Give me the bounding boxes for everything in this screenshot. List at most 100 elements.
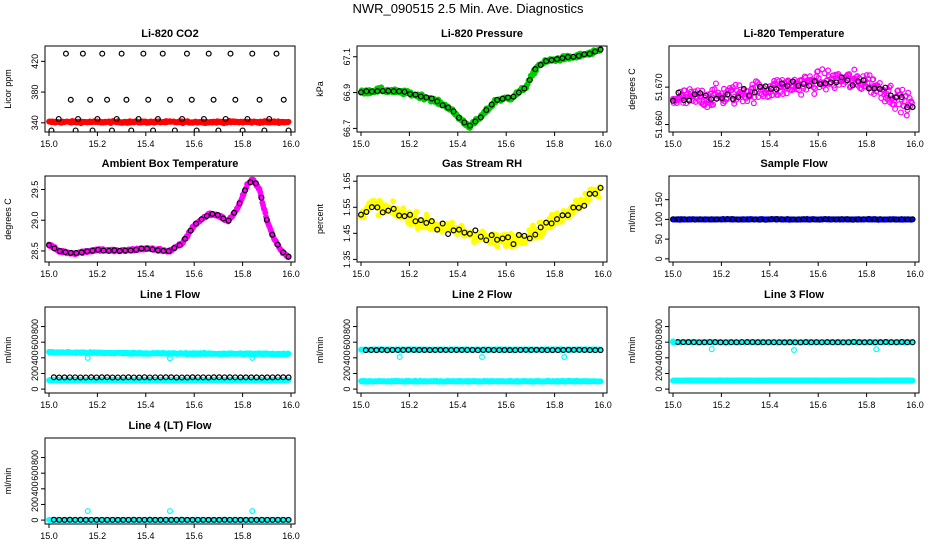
- data-point: [893, 216, 900, 223]
- data-point: [396, 354, 403, 361]
- figure-title: NWR_090515 2.5 Min. Ave. Diagnostics: [352, 1, 584, 16]
- plot-frame: [44, 437, 296, 525]
- chart-panel: Gas Stream RHpercent1.351.451.551.6515.0…: [315, 158, 612, 279]
- data-point: [385, 87, 392, 94]
- data-point: [505, 94, 512, 101]
- y-tick-label: 600: [342, 335, 352, 350]
- x-tick-label: 15.2: [401, 139, 419, 149]
- x-tick-label: 15.6: [185, 139, 203, 149]
- data-point: [806, 216, 813, 223]
- data-point: [472, 118, 479, 125]
- plot-area: [358, 346, 604, 385]
- data-point: [724, 216, 731, 223]
- data-point: [423, 219, 430, 226]
- data-point: [905, 89, 912, 96]
- y-tick-label: 66.9: [342, 84, 352, 102]
- data-point: [133, 246, 140, 253]
- y-tick-label: 600: [30, 335, 40, 350]
- data-point: [715, 89, 722, 96]
- data-point: [413, 208, 420, 215]
- x-tick-label: 15.2: [401, 269, 419, 279]
- x-tick-label: 15.4: [449, 269, 467, 279]
- data-point: [897, 109, 904, 116]
- data-point: [407, 211, 414, 218]
- x-tick-label: 15.8: [858, 400, 876, 410]
- data-point: [449, 219, 455, 226]
- data-point: [559, 55, 566, 62]
- data-point: [379, 209, 386, 216]
- y-tick-label: 380: [30, 85, 40, 100]
- data-point: [154, 247, 161, 254]
- data-point: [740, 216, 747, 223]
- data-point: [898, 96, 905, 103]
- data-point: [62, 249, 69, 256]
- data-point: [860, 83, 867, 90]
- x-tick-label: 15.2: [713, 400, 731, 410]
- data-point: [99, 50, 106, 57]
- data-point: [680, 216, 687, 223]
- data-point: [135, 115, 142, 122]
- data-point: [396, 212, 403, 219]
- data-point: [790, 347, 797, 354]
- data-point: [104, 96, 111, 103]
- data-point: [149, 246, 156, 253]
- data-point: [746, 216, 753, 223]
- data-point: [768, 216, 775, 223]
- y-tick-label: 1.55: [342, 199, 352, 217]
- data-point: [374, 88, 381, 95]
- x-tick-label: 15.2: [89, 400, 107, 410]
- x-tick-label: 15.0: [352, 139, 370, 149]
- data-point: [79, 50, 86, 57]
- plot-area: [46, 348, 292, 384]
- data-point: [898, 216, 905, 223]
- data-point: [417, 217, 424, 224]
- data-point: [708, 96, 715, 103]
- chart-title: Line 2 Flow: [452, 289, 512, 301]
- data-point: [165, 248, 172, 255]
- data-point: [882, 84, 889, 91]
- data-point: [494, 236, 501, 243]
- data-point: [795, 82, 802, 89]
- chart-title: Li-820 Temperature: [744, 28, 845, 40]
- data-point: [789, 216, 796, 223]
- y-tick-label: 200: [342, 366, 352, 381]
- data-point: [203, 212, 210, 219]
- x-tick-label: 15.2: [89, 139, 107, 149]
- chart-title: Li-820 Pressure: [441, 28, 523, 40]
- data-point: [724, 91, 731, 98]
- y-tick-label: 800: [654, 319, 664, 334]
- x-tick-label: 15.4: [137, 269, 155, 279]
- data-point: [84, 508, 91, 515]
- data-point: [118, 50, 125, 57]
- data-point: [75, 115, 82, 122]
- data-point: [445, 104, 452, 111]
- y-tick-label: 420: [30, 54, 40, 69]
- plot-area: [358, 184, 604, 250]
- data-point: [548, 57, 555, 64]
- plot-area: [669, 215, 916, 223]
- data-point: [899, 86, 906, 93]
- data-point: [94, 115, 101, 122]
- data-point: [111, 247, 118, 254]
- data-point: [806, 73, 813, 80]
- data-point: [122, 247, 129, 254]
- x-tick-label: 15.4: [137, 139, 155, 149]
- data-point: [803, 86, 810, 93]
- data-point: [51, 245, 58, 252]
- data-point: [833, 216, 840, 223]
- data-point: [827, 79, 834, 86]
- data-point: [494, 243, 501, 250]
- x-tick-label: 15.8: [234, 139, 252, 149]
- x-tick-label: 15.6: [185, 269, 203, 279]
- data-point: [390, 205, 397, 212]
- chart-title: Line 4 (LT) Flow: [129, 420, 212, 432]
- x-tick-label: 15.4: [761, 269, 779, 279]
- data-point: [811, 78, 818, 85]
- y-tick-label: 50: [654, 234, 664, 244]
- x-tick-label: 15.2: [713, 269, 731, 279]
- data-point: [390, 88, 397, 95]
